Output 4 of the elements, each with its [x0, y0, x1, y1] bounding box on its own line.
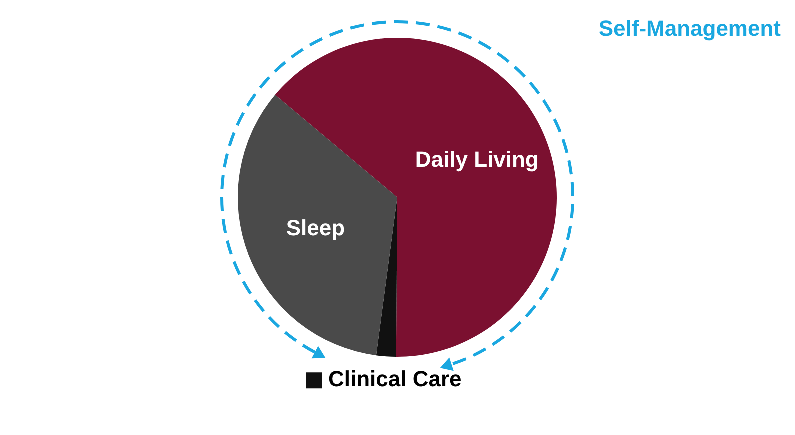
- text: Self-Management: [598, 16, 782, 42]
- legend-label: Clinical Care: [328, 366, 462, 392]
- slice-label: Daily Living: [415, 146, 539, 172]
- slice-label: Sleep: [286, 215, 346, 240]
